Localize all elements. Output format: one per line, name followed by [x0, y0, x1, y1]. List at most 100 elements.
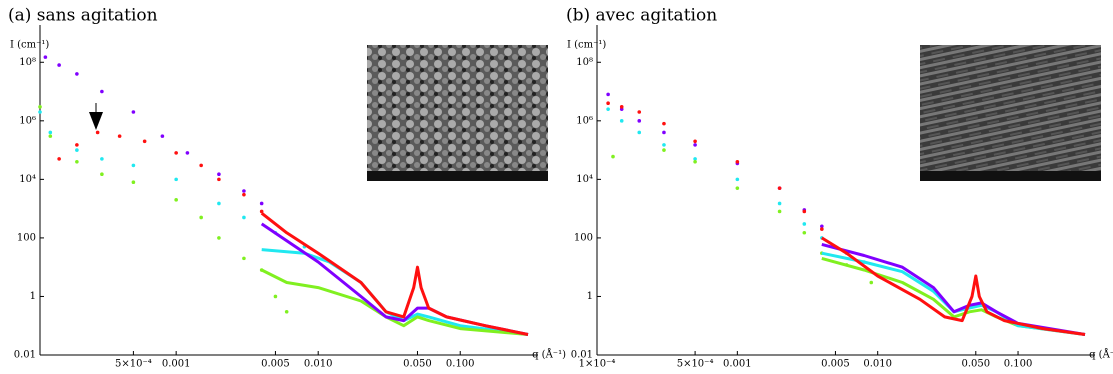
annotation-arrow [89, 103, 103, 130]
y-tick-label: 1 [30, 291, 36, 302]
y-tick-label: 10⁶ [19, 115, 36, 126]
sem-inset [920, 45, 1101, 181]
data-point [869, 280, 874, 285]
data-point [777, 186, 782, 190]
data-point [38, 105, 42, 109]
x-tick-label: 0.001 [162, 359, 191, 370]
data-point [217, 172, 221, 177]
data-point [75, 148, 79, 152]
fit-line [821, 256, 1086, 336]
fit-line [261, 268, 529, 336]
data-point [174, 177, 178, 182]
data-point [606, 101, 610, 105]
data-point [131, 180, 136, 185]
data-point [38, 110, 42, 114]
x-tick-label: 0.100 [446, 359, 475, 370]
data-point [217, 177, 221, 182]
data-point [777, 201, 782, 206]
fit-line [821, 242, 1086, 336]
data-point [820, 224, 824, 229]
data-point [693, 139, 697, 144]
data-point [160, 134, 165, 138]
data-point [100, 172, 104, 177]
data-point [48, 130, 53, 135]
data-point [142, 139, 147, 144]
data-point [217, 201, 221, 206]
x-tick-label: 0.001 [723, 359, 752, 370]
x-tick-label: 0.005 [261, 359, 290, 370]
data-point [273, 294, 278, 299]
data-point [693, 159, 697, 164]
sem-inset [367, 45, 548, 181]
x-tick-label: 0.010 [304, 359, 333, 370]
data-point [199, 215, 203, 220]
x-tick-label: 0.050 [403, 359, 432, 370]
chart-title: (a) sans agitation [8, 6, 158, 26]
data-point [242, 215, 246, 220]
data-point [606, 107, 610, 111]
data-point [57, 63, 61, 67]
y-tick-label: 10⁸ [576, 57, 593, 68]
x-tick-label: 1×10⁻⁴ [579, 359, 616, 370]
data-point [75, 72, 79, 76]
data-point [174, 151, 178, 155]
data-point [75, 159, 79, 164]
data-point [662, 148, 666, 152]
x-tick-label: 0.005 [821, 359, 850, 370]
fit-line [261, 248, 529, 336]
chart-title: (b) avec agitation [566, 6, 717, 26]
fit-line [821, 236, 1086, 336]
fit-line [260, 212, 529, 336]
data-point [100, 157, 104, 161]
data-point [619, 119, 624, 123]
data-point [48, 134, 53, 138]
data-point [662, 130, 666, 135]
data-point [802, 209, 807, 214]
fit-line [260, 222, 529, 336]
data-point [693, 143, 697, 147]
data-point [662, 143, 666, 147]
y-axis-label: I (cm⁻¹) [10, 40, 49, 51]
data-point [242, 189, 246, 193]
data-point [802, 222, 807, 226]
data-point [637, 119, 642, 123]
data-point [693, 157, 697, 161]
y-tick-label: 100 [574, 232, 593, 243]
data-point [43, 55, 48, 59]
x-tick-label: 0.010 [863, 359, 892, 370]
y-tick-label: 10⁶ [576, 115, 593, 126]
y-tick-label: 10⁸ [19, 57, 36, 68]
data-point [117, 134, 122, 138]
y-axis-label: I (cm⁻¹) [567, 40, 606, 51]
data-point [637, 110, 642, 114]
data-point [259, 201, 264, 206]
x-tick-label: 5×10⁻⁴ [677, 359, 714, 370]
data-point [662, 121, 666, 126]
data-point [174, 198, 178, 202]
x-tick-label: 0.050 [961, 359, 990, 370]
data-point [820, 227, 824, 231]
data-point [199, 163, 203, 168]
data-point [95, 130, 100, 135]
data-point [242, 256, 246, 261]
x-axis-label: q (Å⁻¹) [1089, 349, 1113, 361]
data-point [100, 89, 104, 94]
data-point [735, 177, 740, 182]
y-tick-label: 1 [587, 291, 593, 302]
data-point [131, 163, 136, 168]
x-tick-label: 0.100 [1004, 359, 1033, 370]
y-tick-label: 0.01 [14, 350, 36, 361]
data-point [284, 309, 289, 314]
y-tick-label: 10⁴ [576, 174, 593, 185]
data-point [185, 151, 190, 155]
x-tick-label: 5×10⁻⁴ [115, 359, 152, 370]
y-tick-label: 100 [17, 232, 36, 243]
data-point [637, 130, 642, 135]
data-point [777, 209, 782, 214]
x-axis-label: q (Å⁻¹) [532, 349, 566, 361]
data-point [802, 230, 807, 235]
data-point [242, 192, 246, 197]
data-point [606, 92, 610, 97]
data-point [217, 236, 221, 240]
